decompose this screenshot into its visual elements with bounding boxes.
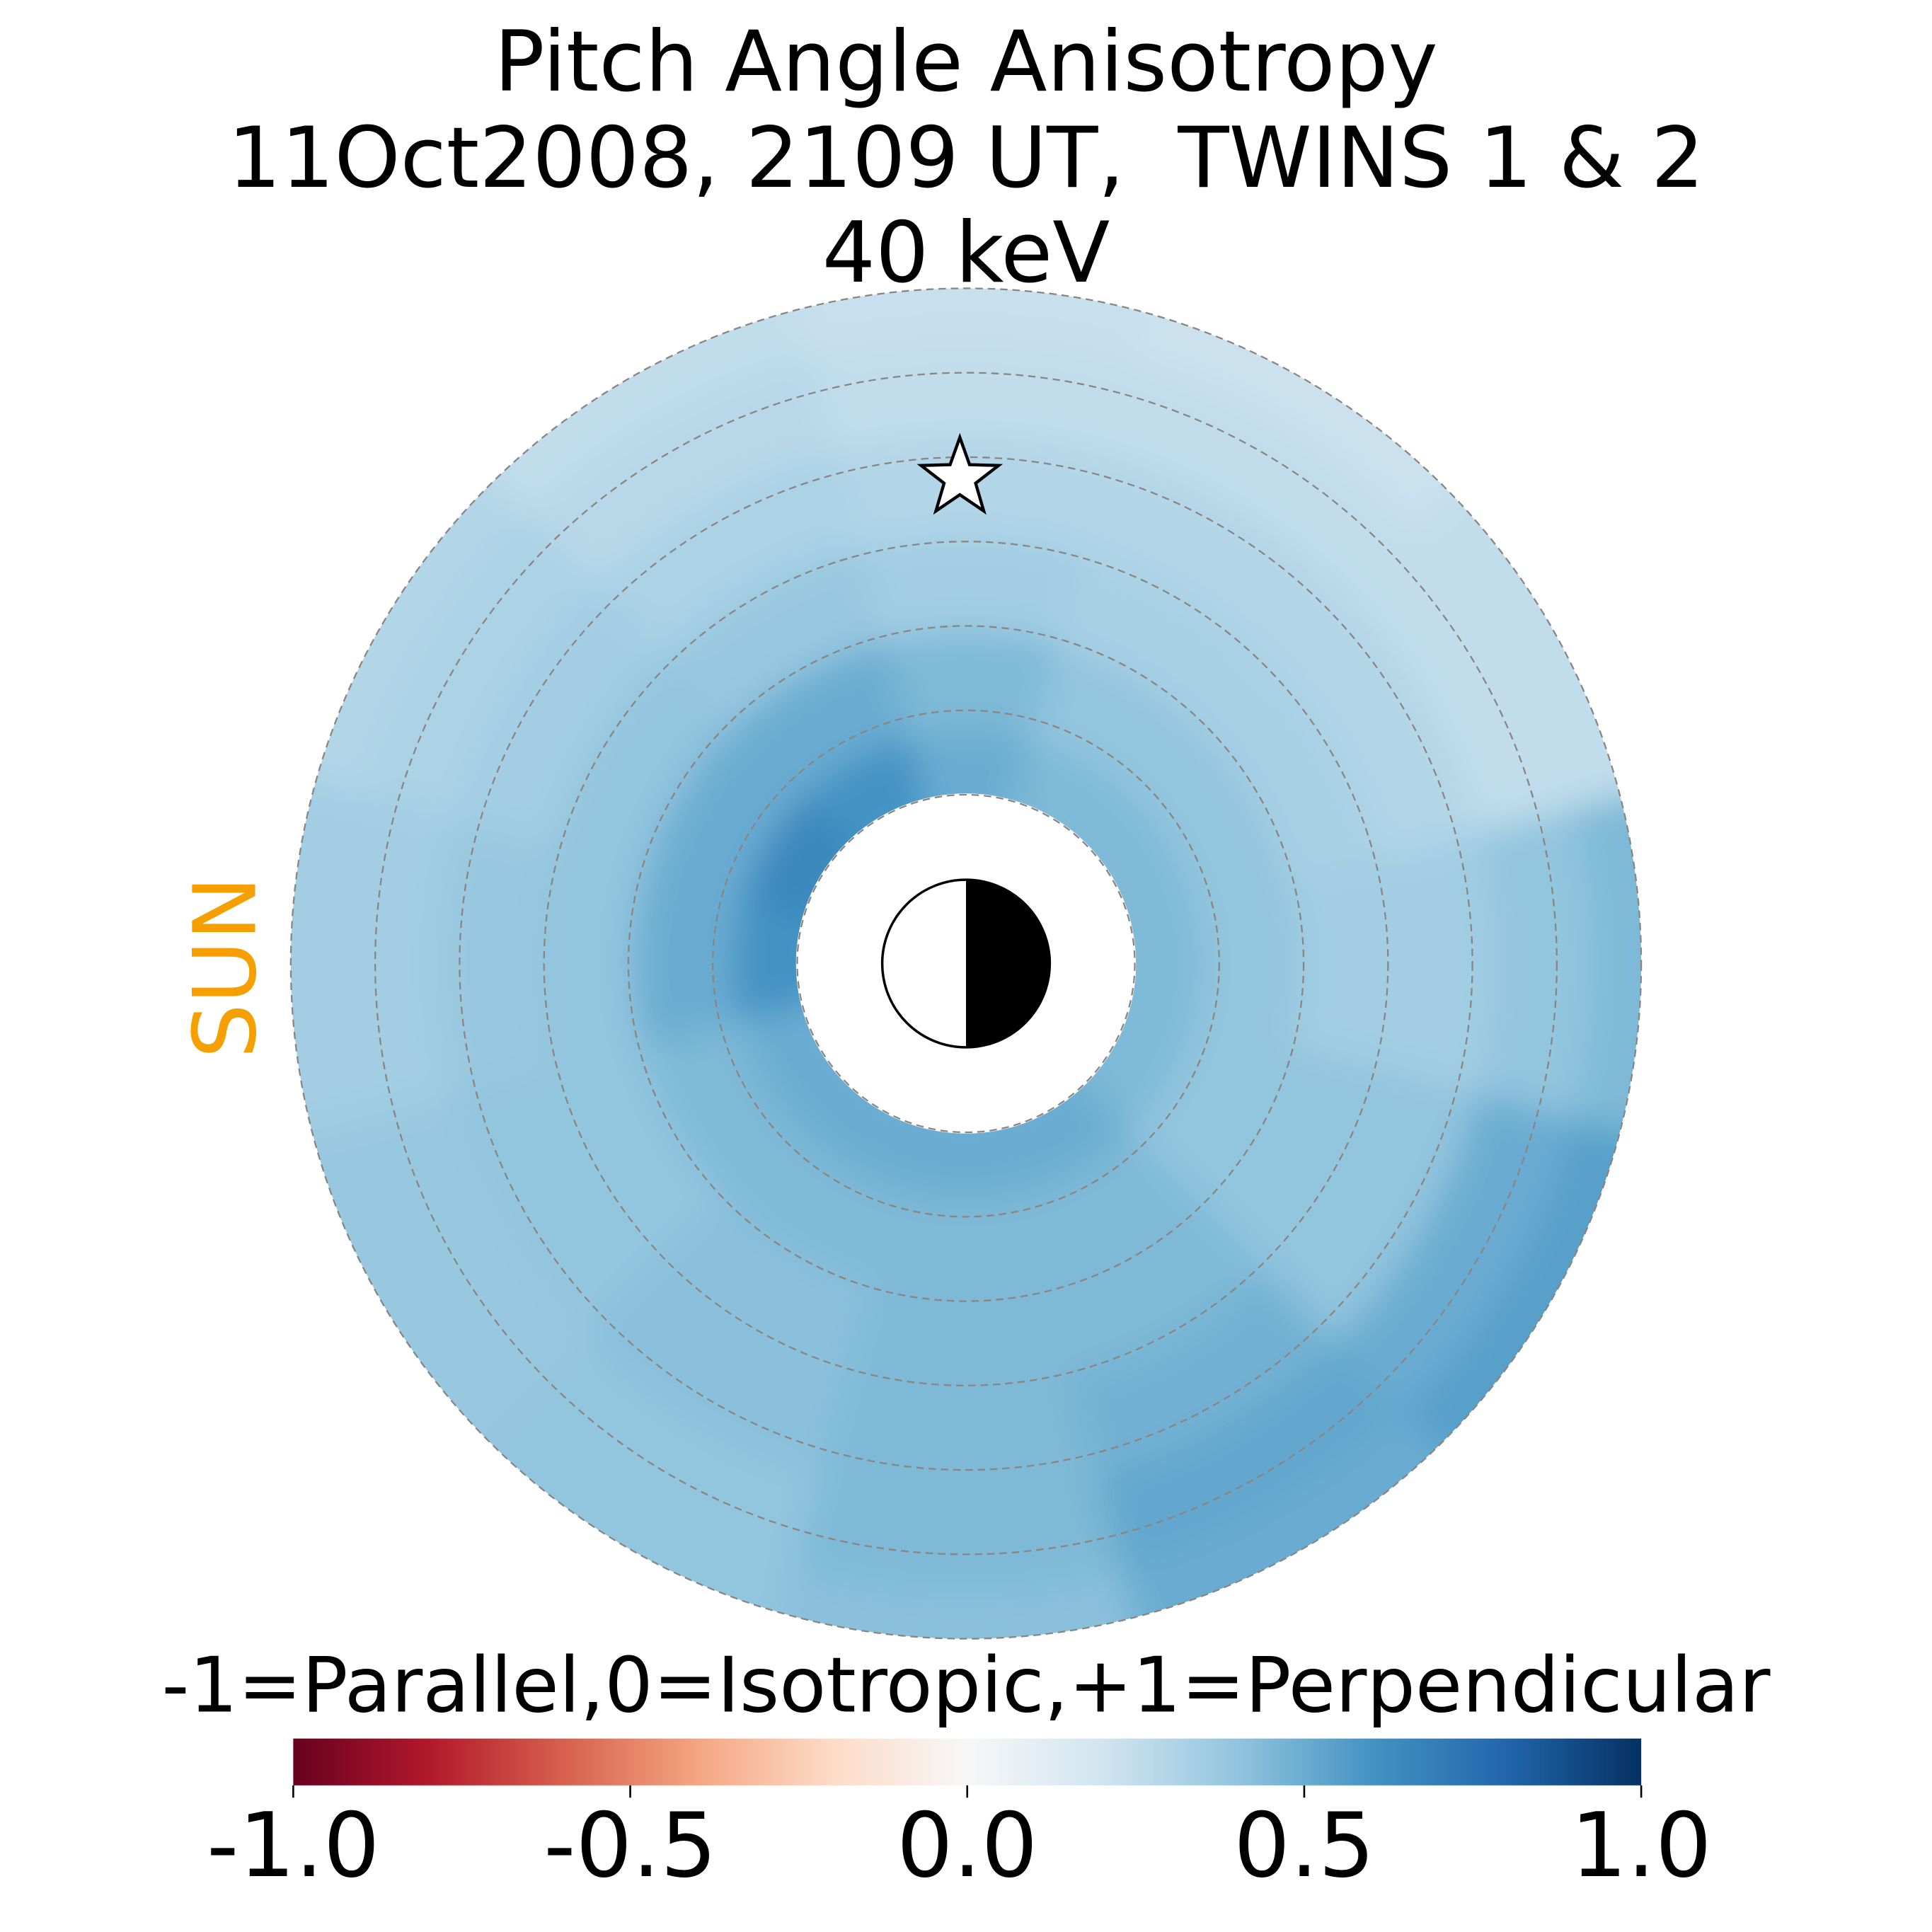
colorbar-tick-label: 0.0 xyxy=(897,1794,1037,1897)
colorbar-tick-label: 1.0 xyxy=(1570,1794,1711,1897)
distance-ring xyxy=(712,709,1220,1218)
colorbar-tick-label: 0.5 xyxy=(1234,1794,1374,1897)
colorbar xyxy=(293,1738,1642,1786)
heatmap-cell xyxy=(769,1567,1163,1639)
distance-ring xyxy=(796,793,1136,1134)
heatmap-cell xyxy=(901,727,1031,835)
chart-title: 40 keV xyxy=(822,204,1110,301)
heatmap-cell xyxy=(769,288,1163,360)
distance-ring xyxy=(289,287,1643,1640)
heatmap-cell xyxy=(822,1377,1110,1496)
star-marker xyxy=(916,432,1004,515)
earth-night xyxy=(966,880,1050,1047)
colorbar-tick-label: -1.0 xyxy=(207,1794,380,1897)
colorbar-axis: -1.0 -0.5 0.0 0.5 1.0 xyxy=(207,1785,1712,1897)
distance-ring xyxy=(374,372,1558,1556)
heatmap-cell xyxy=(1095,899,1203,1028)
chart-title: 11Oct2008, 2109 UT, TWINS 1 & 2 xyxy=(228,109,1704,207)
heatmap-cell xyxy=(901,1092,1031,1200)
heatmap-cell xyxy=(729,899,837,1028)
heatmap-cell xyxy=(1570,766,1642,1161)
distance-ring xyxy=(543,541,1389,1386)
heatmap-cell xyxy=(433,819,553,1108)
heatmap-cell xyxy=(290,766,362,1161)
colorbar-label: -1=Parallel,0=Isotropic,+1=Perpendicular xyxy=(161,1642,1771,1730)
sun-label: SUN xyxy=(176,876,276,1059)
chart-title: Pitch Angle Anisotropy xyxy=(494,13,1437,110)
distance-ring xyxy=(459,456,1473,1471)
distance-ring xyxy=(627,625,1305,1302)
distance-rings xyxy=(289,287,1643,1640)
heatmap-cell xyxy=(1379,819,1499,1108)
colorbar-tick-label: -0.5 xyxy=(544,1794,717,1897)
